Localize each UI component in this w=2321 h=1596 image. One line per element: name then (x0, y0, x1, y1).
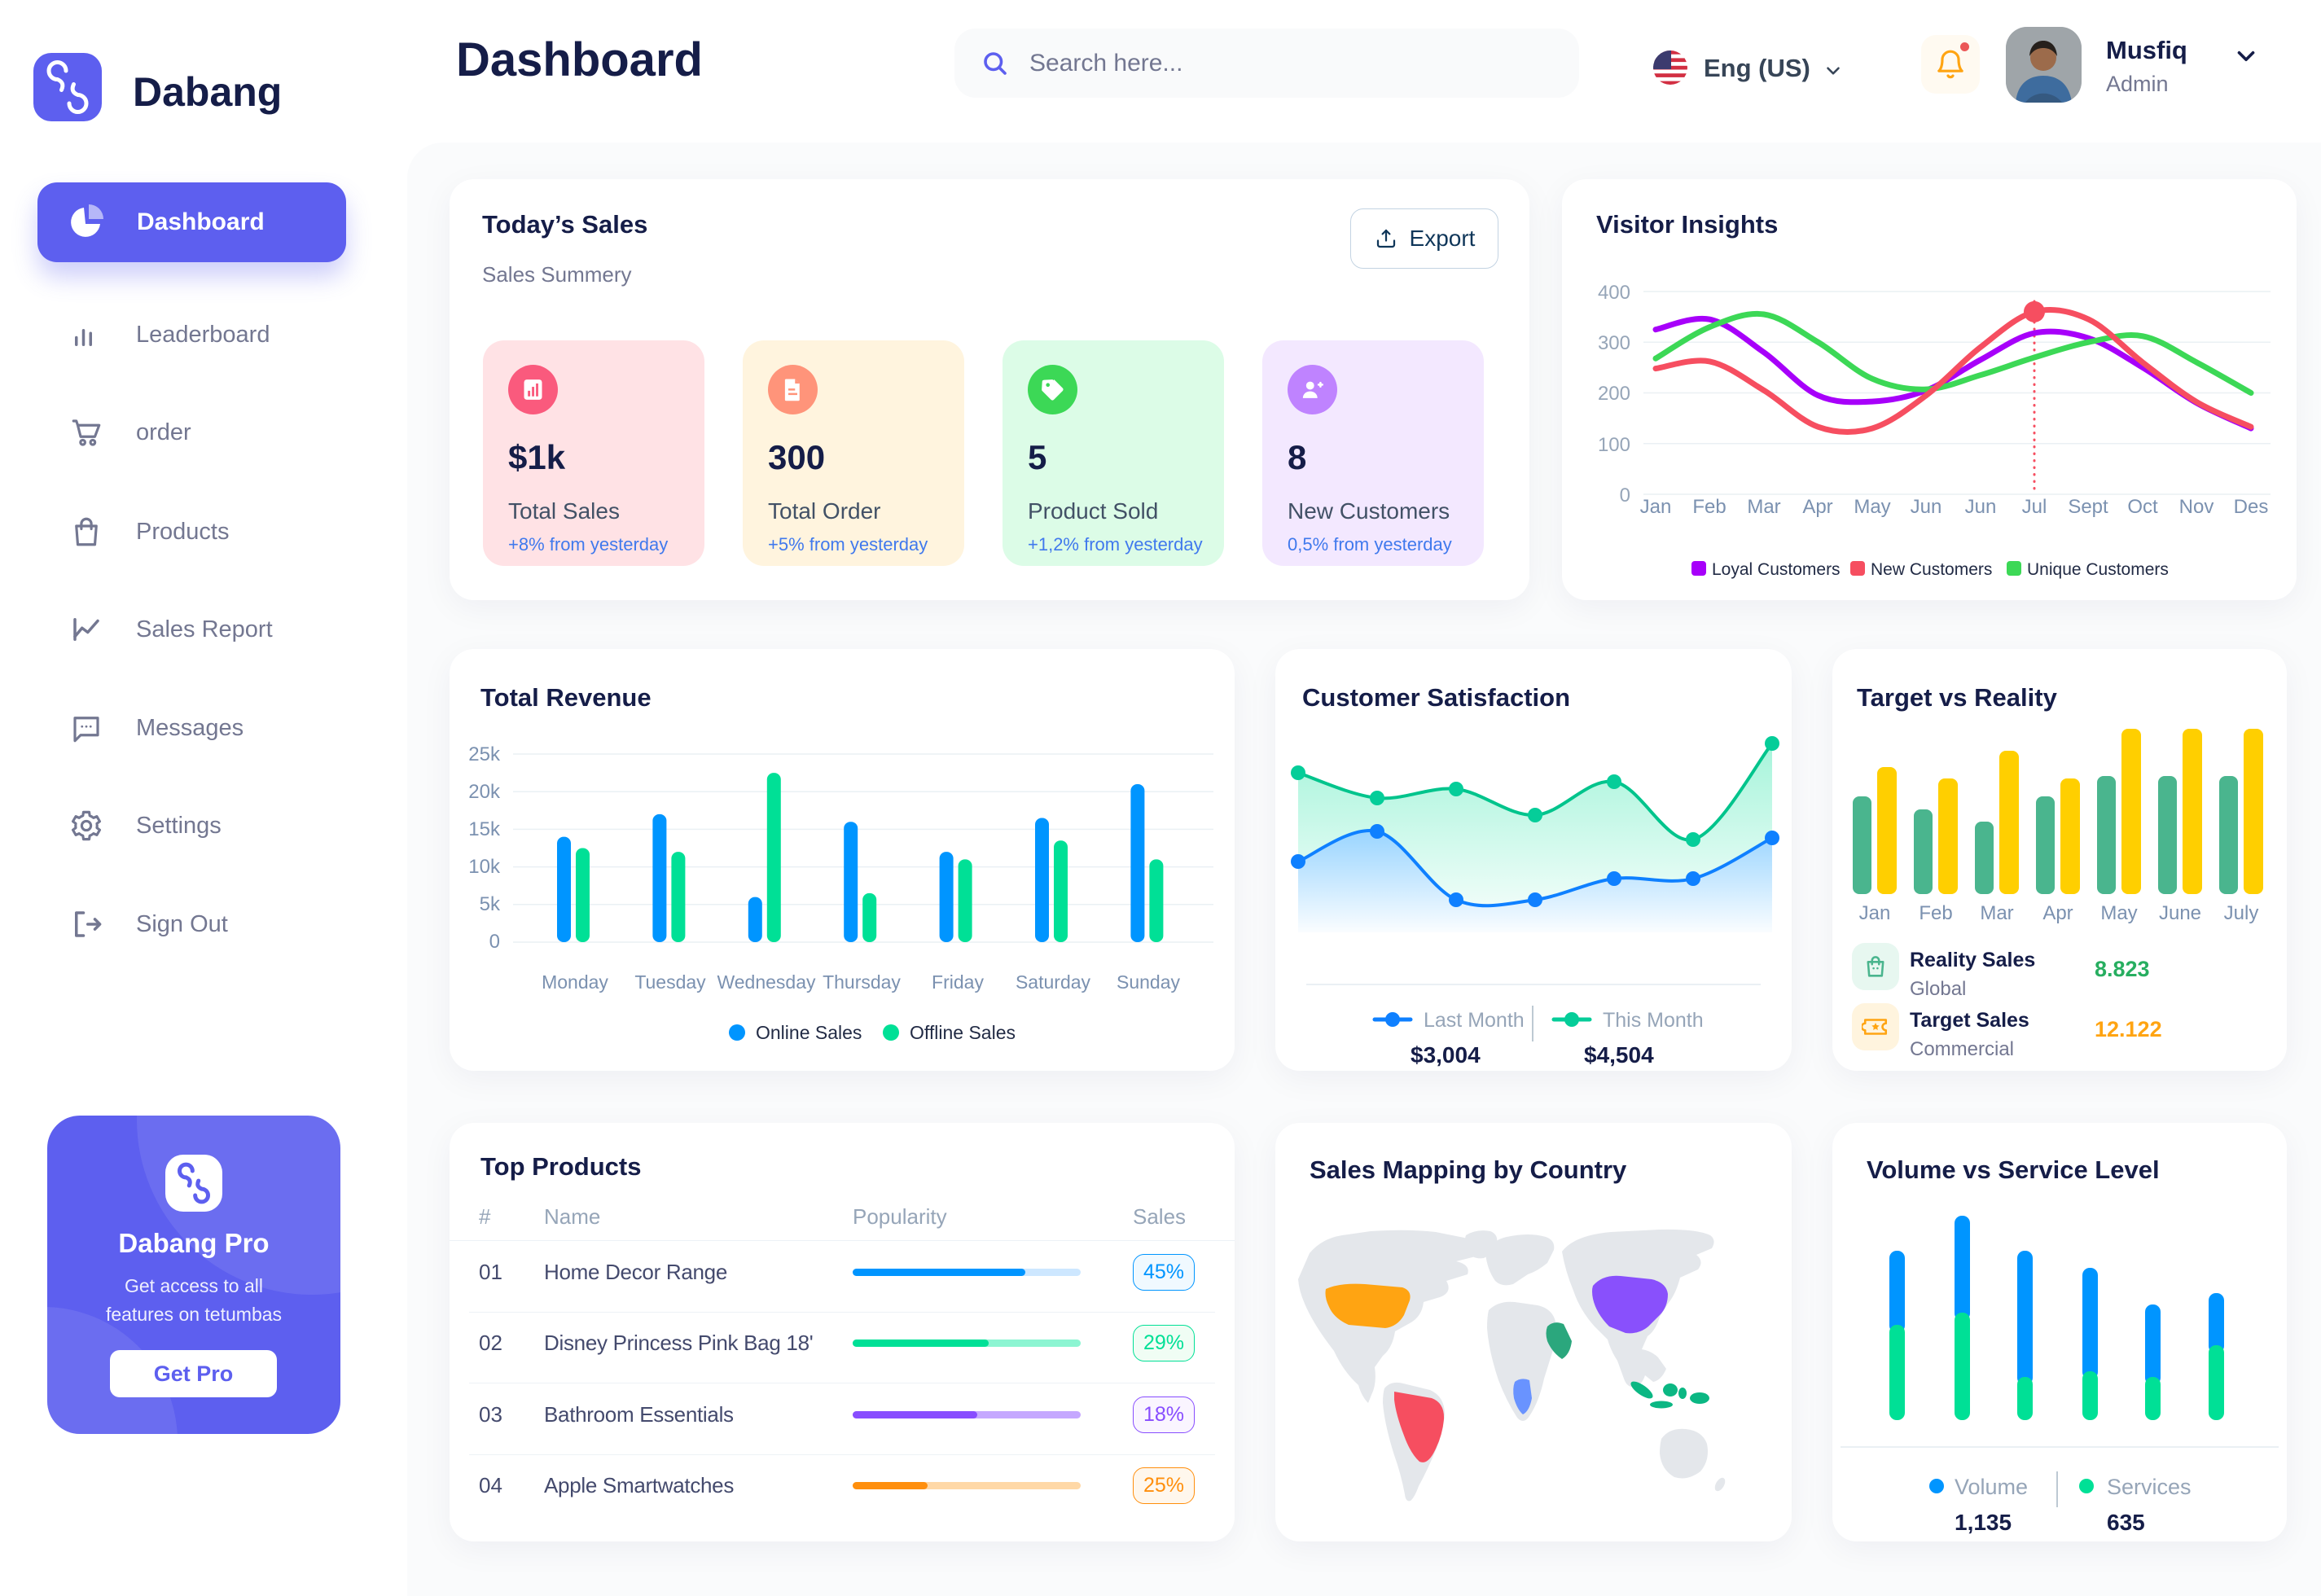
svg-text:200: 200 (1598, 383, 1630, 405)
svg-text:Unique Customers: Unique Customers (2027, 560, 2169, 579)
svg-text:New Customers: New Customers (1871, 560, 1992, 579)
svg-text:Wednesday: Wednesday (717, 971, 816, 993)
svg-text:5k: 5k (480, 893, 501, 915)
svg-text:Jul: Jul (2022, 496, 2047, 518)
svg-text:635: 635 (2107, 1510, 2145, 1535)
svg-text:May: May (2100, 902, 2137, 924)
svg-text:0: 0 (489, 931, 500, 953)
svg-text:Des: Des (2234, 496, 2269, 518)
svg-text:June: June (2159, 902, 2201, 924)
svg-text:Friday: Friday (932, 971, 984, 993)
svg-text:Feb: Feb (1692, 496, 1726, 518)
svg-text:400: 400 (1598, 282, 1630, 304)
svg-text:1,135: 1,135 (1955, 1510, 2012, 1535)
svg-text:Mar: Mar (1747, 496, 1780, 518)
svg-text:Jan: Jan (1859, 902, 1891, 924)
svg-text:20k: 20k (468, 781, 501, 803)
svg-text:100: 100 (1598, 434, 1630, 456)
svg-text:Mar: Mar (1980, 902, 2013, 924)
svg-text:Online Sales: Online Sales (756, 1022, 862, 1043)
svg-text:Saturday: Saturday (1016, 971, 1091, 993)
svg-text:Sunday: Sunday (1117, 971, 1181, 993)
svg-text:Apr: Apr (2042, 902, 2073, 924)
svg-text:This Month: This Month (1603, 1009, 1704, 1032)
svg-text:Apr: Apr (1802, 496, 1832, 518)
svg-text:Offline Sales: Offline Sales (910, 1022, 1016, 1043)
svg-text:10k: 10k (468, 856, 501, 878)
svg-text:Sept: Sept (2068, 496, 2108, 518)
svg-text:Monday: Monday (542, 971, 608, 993)
svg-text:Loyal Customers: Loyal Customers (1712, 560, 1841, 579)
svg-text:300: 300 (1598, 332, 1630, 354)
svg-text:Tuesday: Tuesday (634, 971, 706, 993)
svg-text:Jan: Jan (1640, 496, 1672, 518)
svg-text:Services: Services (2107, 1475, 2192, 1499)
svg-text:15k: 15k (468, 818, 501, 840)
svg-text:Jun: Jun (1911, 496, 1942, 518)
svg-text:25k: 25k (468, 743, 501, 765)
svg-text:Volume: Volume (1955, 1475, 2028, 1499)
svg-text:0: 0 (1620, 484, 1630, 506)
svg-text:$4,504: $4,504 (1584, 1042, 1654, 1068)
svg-text:$3,004: $3,004 (1411, 1042, 1481, 1068)
svg-text:Nov: Nov (2179, 496, 2214, 518)
svg-text:May: May (1854, 496, 1890, 518)
svg-text:July: July (2224, 902, 2259, 924)
svg-text:Feb: Feb (1919, 902, 1952, 924)
svg-text:Jun: Jun (1965, 496, 1997, 518)
svg-text:Thursday: Thursday (823, 971, 901, 993)
svg-text:Last Month: Last Month (1424, 1009, 1525, 1032)
svg-text:Oct: Oct (2127, 496, 2158, 518)
